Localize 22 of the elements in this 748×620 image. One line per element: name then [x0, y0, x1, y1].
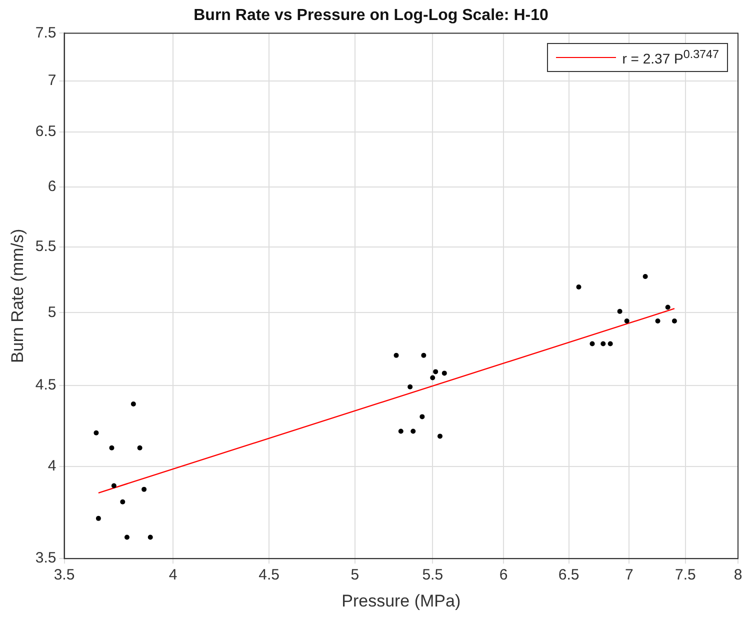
y-tick-label: 5: [48, 304, 56, 321]
x-tick-label: 7.5: [674, 566, 696, 584]
x-tick-label: 7: [625, 566, 634, 584]
y-tick-label: 7.5: [35, 24, 56, 42]
x-tick-label: 8: [734, 566, 742, 584]
x-tick-label: 6.5: [558, 566, 580, 584]
y-tick-label: 6: [48, 178, 56, 196]
x-tick-label: 5.5: [422, 566, 444, 584]
y-tick-label: 3.5: [35, 550, 56, 567]
y-tick-label: 7: [48, 72, 56, 89]
x-tick-label: 6: [499, 566, 508, 584]
y-tick-label: 4: [48, 458, 56, 475]
x-tick-label: 4: [168, 566, 178, 584]
legend-label: r = 2.37 P$^{0.3747}$: [622, 48, 719, 67]
chart-title: Burn Rate vs Pressure on Log-Log Scale: H-10: [194, 7, 548, 24]
x-axis-title: Pressure (MPa): [342, 591, 461, 610]
y-tick-label: 5.5: [35, 238, 56, 256]
x-tick-label: 4.5: [258, 566, 280, 584]
x-tick-label: 5: [350, 566, 360, 584]
y-axis-title: Burn Rate (mm/s): [8, 228, 27, 363]
y-tick-label: 6.5: [35, 122, 56, 140]
y-tick-label: 4.5: [35, 376, 56, 394]
